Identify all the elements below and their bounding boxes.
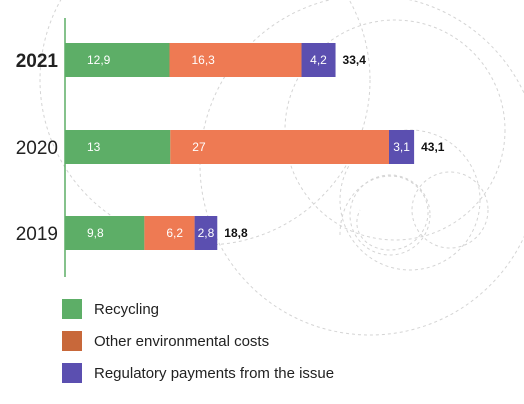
bar-segment-2020-1 bbox=[170, 130, 389, 164]
bar-segment-2020-2 bbox=[389, 130, 415, 164]
bar-segment-2020-0 bbox=[65, 130, 171, 164]
bar-segment-2021-0 bbox=[65, 43, 170, 77]
legend-label: Regulatory payments from the issue bbox=[94, 365, 335, 382]
total-label-2021: 33,4 bbox=[343, 53, 367, 67]
data-label: 13 bbox=[87, 140, 101, 154]
legend-swatch-other-environmental-costs bbox=[62, 331, 82, 351]
legend-label: Recycling bbox=[94, 301, 160, 318]
bar-segment-2021-1 bbox=[169, 43, 302, 77]
bar-segment-2019-1 bbox=[144, 216, 195, 250]
total-label-2020: 43,1 bbox=[421, 140, 445, 154]
data-label: 6,2 bbox=[166, 226, 183, 240]
data-label: 27 bbox=[192, 140, 206, 154]
total-label-2019: 18,8 bbox=[224, 226, 248, 240]
category-label-2020: 2020 bbox=[16, 138, 58, 159]
data-label: 3,1 bbox=[393, 140, 410, 154]
data-label: 16,3 bbox=[191, 53, 215, 67]
data-label: 4,2 bbox=[310, 53, 327, 67]
bar-segment-2021-2 bbox=[301, 43, 336, 77]
data-label: 12,9 bbox=[87, 53, 111, 67]
category-label-2021: 2021 bbox=[16, 51, 59, 72]
legend-label: Other environmental costs bbox=[94, 333, 270, 350]
legend-swatch-regulatory-payments bbox=[62, 363, 82, 383]
data-label: 9,8 bbox=[87, 226, 104, 240]
plot-area: 2021 12,9 16,3 4,2 33,4 2020 13 27 3,1 43,1 2019 9,… bbox=[16, 18, 445, 277]
bar-segment-2019-2 bbox=[194, 216, 218, 250]
bar-segment-2019-0 bbox=[65, 216, 145, 250]
category-label-2019: 2019 bbox=[16, 224, 58, 245]
data-label: 2,8 bbox=[198, 226, 215, 240]
legend-swatch-recycling bbox=[62, 299, 82, 319]
